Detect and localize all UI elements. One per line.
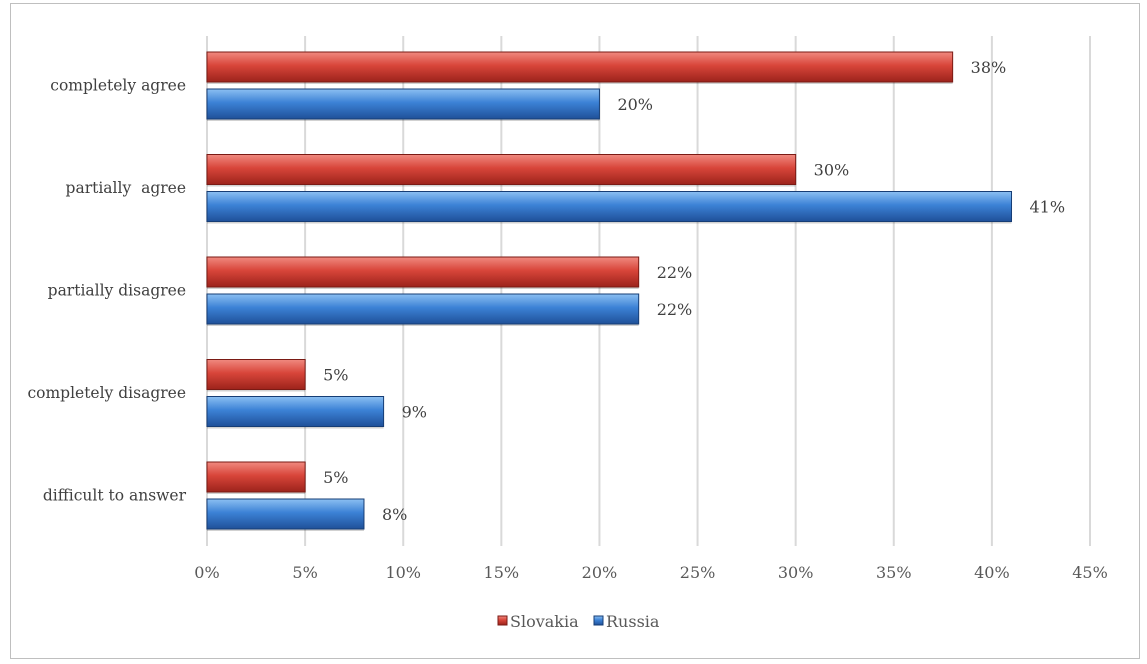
bars <box>206 51 1013 531</box>
bar <box>206 461 306 493</box>
data-label: 38% <box>971 58 1007 77</box>
category-label: partially disagree <box>48 282 186 300</box>
legend-label: Russia <box>606 612 660 631</box>
data-label: 22% <box>657 263 693 282</box>
legend-swatch <box>497 615 508 626</box>
x-tick-label: 5% <box>292 563 317 582</box>
category-label: partially agree <box>66 179 186 197</box>
bar <box>206 498 365 530</box>
x-tick-label: 25% <box>680 563 716 582</box>
bar <box>206 396 385 427</box>
x-tick-label: 35% <box>876 563 912 582</box>
bar <box>206 51 954 83</box>
bar <box>206 293 640 325</box>
category-label: completely disagree <box>27 384 186 402</box>
data-label: 41% <box>1030 198 1066 217</box>
x-tick-label: 45% <box>1072 563 1108 582</box>
grid-lines <box>206 36 1091 546</box>
bar <box>206 88 600 120</box>
bar <box>206 359 306 390</box>
labels: 0% 5% 10% 15% 20% 25% 30% 35% 40% 45% 38% 20% comple… <box>27 58 1107 582</box>
data-label: 5% <box>323 468 348 487</box>
legend: Slovakia Russia <box>497 612 660 631</box>
data-label: 22% <box>657 300 693 319</box>
x-tick-label: 0% <box>194 563 219 582</box>
data-label: 5% <box>323 366 348 385</box>
bar <box>206 256 640 288</box>
x-tick-label: 40% <box>974 563 1010 582</box>
category-label: completely agree <box>50 77 186 95</box>
data-label: 9% <box>402 403 427 422</box>
data-label: 8% <box>382 505 407 524</box>
x-tick-label: 20% <box>582 563 618 582</box>
data-label: 20% <box>617 95 653 114</box>
x-tick-label: 30% <box>778 563 814 582</box>
data-label: 30% <box>814 161 850 180</box>
legend-swatch <box>593 615 604 626</box>
x-tick-label: 15% <box>484 563 520 582</box>
bar <box>206 191 1013 222</box>
bar <box>206 154 797 185</box>
x-tick-label: 10% <box>385 563 421 582</box>
category-label: difficult to answer <box>43 487 187 505</box>
legend-label: Slovakia <box>510 612 579 631</box>
